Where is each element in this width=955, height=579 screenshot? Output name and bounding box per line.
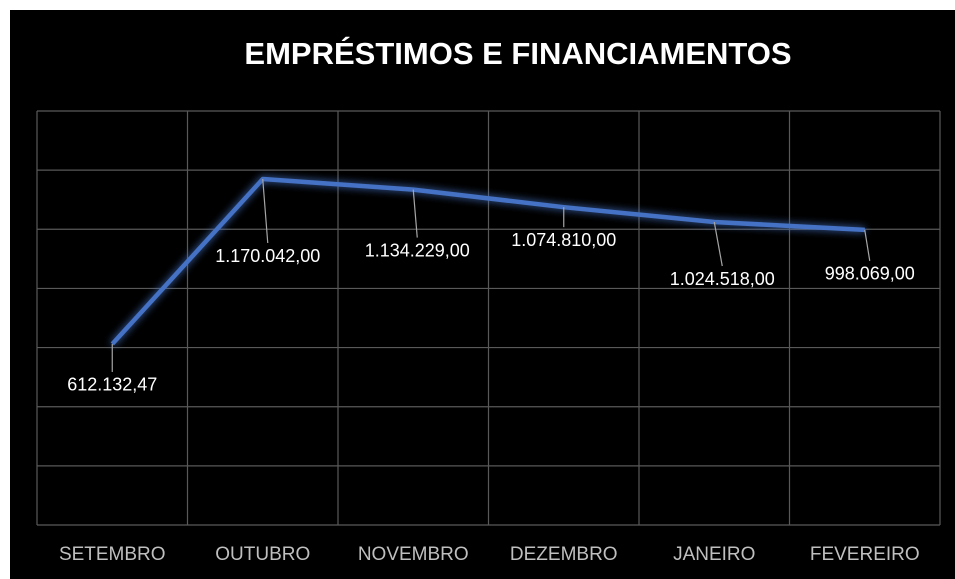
leader-line <box>412 189 418 238</box>
x-tick-label: FEVEREIRO <box>810 544 920 565</box>
x-tick-label: NOVEMBRO <box>358 544 469 565</box>
line <box>110 176 865 346</box>
leader-line <box>262 178 269 244</box>
x-tick-label: JANEIRO <box>673 544 755 565</box>
data-label: 998.069,00 <box>825 264 915 284</box>
data-label: 1.024.518,00 <box>670 269 775 289</box>
data-label: 1.134.229,00 <box>365 240 470 260</box>
chart-title: EMPRÉSTIMOS E FINANCIAMENTOS <box>244 36 791 71</box>
data-label: 612.132,47 <box>67 375 157 395</box>
x-tick-label: SETEMBRO <box>59 544 166 565</box>
data-label: 1.074.810,00 <box>511 230 616 250</box>
x-tick-label: OUTUBRO <box>215 544 310 565</box>
chart-background <box>10 10 955 579</box>
x-tick-label: DEZEMBRO <box>510 544 618 565</box>
leader-line <box>864 229 871 261</box>
leader-line <box>713 221 723 267</box>
data-label: 1.170.042,00 <box>215 246 320 266</box>
